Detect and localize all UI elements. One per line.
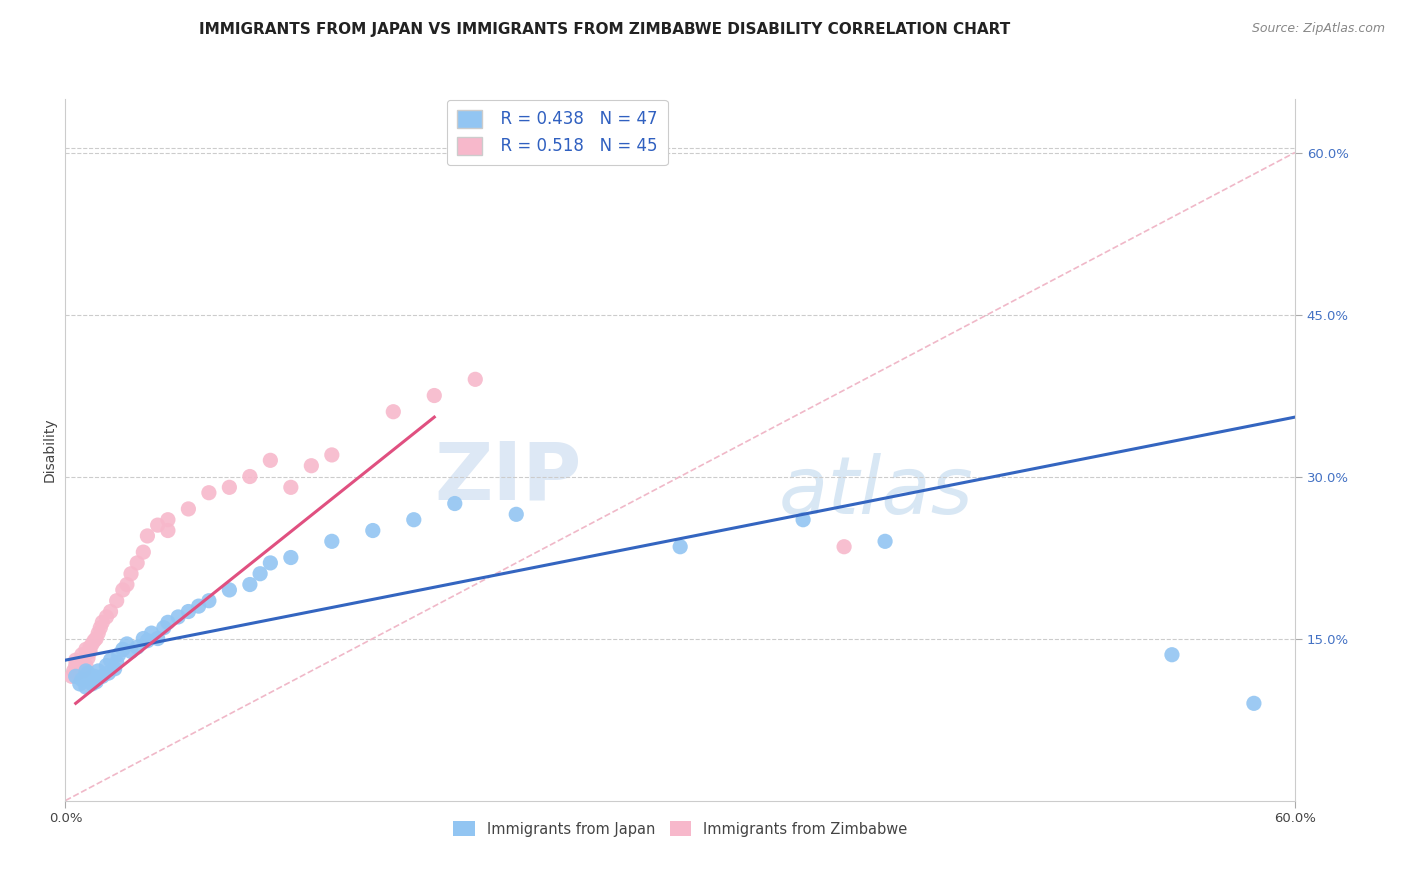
Point [669, 540, 692, 554]
Point [70, 673, 93, 687]
Point [156, 615, 179, 630]
Point [69, 655, 91, 669]
Point [136, 529, 159, 543]
Text: atlas: atlas [779, 452, 973, 531]
Point [115, 637, 138, 651]
Text: Source: ZipAtlas.com: Source: ZipAtlas.com [1251, 22, 1385, 36]
Point [299, 458, 322, 473]
Point [70, 653, 93, 667]
Point [259, 453, 281, 467]
Point [249, 566, 271, 581]
Point [80, 677, 103, 691]
Point [1161, 648, 1184, 662]
Y-axis label: Disability: Disability [44, 417, 58, 482]
Point [60, 669, 83, 683]
Point [361, 524, 384, 538]
Point [198, 485, 221, 500]
Point [321, 448, 343, 462]
Point [100, 605, 122, 619]
Point [66, 666, 89, 681]
Point [875, 534, 897, 549]
Point [65, 653, 87, 667]
Point [65, 669, 87, 683]
Point [79, 672, 101, 686]
Point [177, 502, 200, 516]
Point [321, 534, 343, 549]
Point [280, 550, 302, 565]
Point [69, 677, 91, 691]
Point [77, 651, 100, 665]
Point [97, 666, 120, 681]
Legend: Immigrants from Japan, Immigrants from Zimbabwe: Immigrants from Japan, Immigrants from Z… [447, 815, 912, 842]
Point [96, 658, 118, 673]
Point [111, 642, 134, 657]
Point [127, 556, 149, 570]
Point [177, 605, 200, 619]
Point [111, 582, 134, 597]
Point [136, 633, 159, 648]
Point [132, 545, 155, 559]
Point [84, 632, 107, 646]
Point [198, 593, 221, 607]
Point [79, 644, 101, 658]
Point [423, 388, 446, 402]
Point [73, 664, 96, 678]
Point [1243, 696, 1265, 710]
Point [96, 610, 118, 624]
Point [832, 540, 855, 554]
Point [65, 658, 87, 673]
Point [69, 662, 91, 676]
Point [239, 469, 262, 483]
Text: IMMIGRANTS FROM JAPAN VS IMMIGRANTS FROM ZIMBABWE DISABILITY CORRELATION CHART: IMMIGRANTS FROM JAPAN VS IMMIGRANTS FROM… [200, 22, 1010, 37]
Point [141, 626, 163, 640]
Point [77, 666, 100, 681]
Point [75, 658, 97, 673]
Point [146, 518, 169, 533]
Point [259, 556, 281, 570]
Point [505, 508, 527, 522]
Point [83, 633, 105, 648]
Point [132, 632, 155, 646]
Point [115, 577, 138, 591]
Point [443, 496, 465, 510]
Point [79, 640, 101, 655]
Point [100, 653, 122, 667]
Point [75, 642, 97, 657]
Point [280, 480, 302, 494]
Point [83, 669, 105, 683]
Point [107, 648, 129, 662]
Point [87, 664, 110, 678]
Point [187, 599, 209, 614]
Point [218, 480, 240, 494]
Point [792, 513, 814, 527]
Point [167, 610, 190, 624]
Point [156, 513, 179, 527]
Point [105, 593, 128, 607]
Point [80, 637, 103, 651]
Point [89, 621, 111, 635]
Point [75, 664, 97, 678]
Point [104, 662, 127, 676]
Point [127, 640, 149, 655]
Point [105, 655, 128, 669]
Point [382, 405, 405, 419]
Point [75, 680, 97, 694]
Point [84, 674, 107, 689]
Point [464, 372, 486, 386]
Text: ZIP: ZIP [434, 439, 582, 516]
Point [70, 648, 93, 662]
Point [402, 513, 425, 527]
Point [218, 582, 240, 597]
Point [153, 621, 176, 635]
Point [87, 626, 110, 640]
Point [62, 664, 84, 678]
Point [156, 524, 179, 538]
Point [120, 644, 142, 658]
Point [239, 577, 262, 591]
Point [91, 615, 114, 630]
Point [146, 632, 169, 646]
Point [91, 669, 114, 683]
Point [120, 566, 142, 581]
